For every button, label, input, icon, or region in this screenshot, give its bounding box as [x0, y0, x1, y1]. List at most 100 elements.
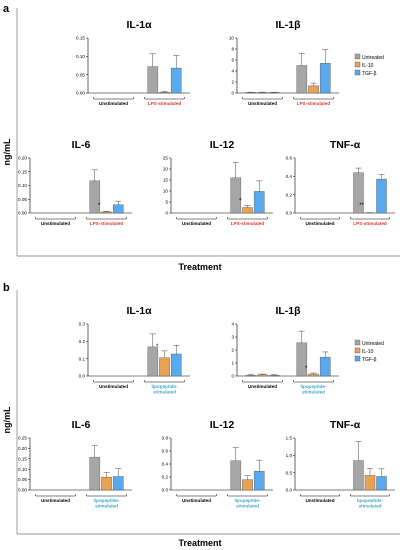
group-bracket: [293, 380, 334, 383]
bar-tgf-: [268, 92, 280, 94]
bar-tgf-: [319, 63, 331, 94]
bar-tgf-: [170, 67, 182, 94]
chart-title: IL-6: [72, 139, 91, 151]
group-bracket: [300, 217, 340, 220]
bar-il-10: [159, 357, 170, 377]
y-tick-label: 0.10: [76, 54, 85, 59]
y-tick-label: 2: [231, 348, 234, 353]
chart-b-9: TNF-α 0.0 0.5 1.0 1.5 Unstimulated lipopeptide…: [286, 419, 395, 509]
y-tick-label: 0.3: [79, 322, 86, 327]
y-tick-label: 0.05: [18, 197, 27, 202]
bar-il-10: [101, 476, 112, 491]
y-tick-label: 10: [163, 189, 169, 194]
group-bracket: [93, 380, 134, 383]
bar-untreated: [296, 65, 308, 94]
group-label: Unstimulated: [41, 498, 70, 503]
y-tick-label: 6: [231, 58, 234, 63]
group-bracket: [144, 380, 185, 383]
significance-mark: *: [98, 203, 101, 209]
bar-tgf-: [376, 476, 387, 491]
y-tick-label: 0.4: [162, 462, 169, 467]
bar-untreated: [89, 456, 101, 491]
y-tick-label: 4: [231, 322, 234, 327]
y-tick-label: 0.15: [18, 456, 27, 461]
group-label: stimulated: [153, 390, 176, 395]
chart-title: IL-1β: [275, 19, 301, 31]
chart-title: IL-12: [210, 139, 235, 151]
bar-tgf-: [319, 356, 331, 377]
chart-title: IL-12: [210, 419, 235, 431]
group-bracket: [176, 217, 217, 220]
group-label: Unstimulated: [182, 221, 211, 226]
y-tick-label: 0.05: [18, 477, 27, 482]
group-label: LPS-stimulated: [148, 101, 182, 106]
panel-letter-a: a: [3, 3, 10, 15]
group-label: lipopeptide-: [151, 384, 177, 389]
legends-layer: Untreated IL-10 TGF-β Untreated IL-10 TGF-β: [354, 53, 384, 363]
group-label: lipopeptide-: [300, 384, 326, 389]
legend-swatch: [354, 69, 361, 76]
legend-label: IL-10: [362, 349, 374, 355]
bar-untreated: [245, 375, 257, 377]
y-tick-label: 0: [231, 91, 234, 96]
y-tick-label: 0.00: [18, 488, 27, 493]
group-label: Unstimulated: [305, 498, 334, 503]
y-tick-label: 0.15: [18, 169, 27, 174]
group-label: Unstimulated: [99, 384, 128, 389]
group-bracket: [242, 97, 283, 100]
group-bracket: [227, 494, 268, 497]
legend-a: Untreated IL-10 TGF-β: [354, 53, 384, 77]
y-tick-label: 0.20: [18, 446, 27, 451]
legend-b: Untreated IL-10 TGF-β: [354, 339, 384, 363]
group-bracket: [176, 494, 217, 497]
bar-untreated: [353, 460, 364, 491]
group-bracket: [350, 217, 390, 220]
group-bracket: [350, 494, 390, 497]
y-tick-label: 10: [229, 36, 235, 41]
bar-il-10: [308, 85, 319, 94]
y-tick-label: 0.0: [79, 374, 86, 379]
y-tick-label: 0.25: [18, 436, 27, 441]
group-bracket: [86, 217, 127, 220]
chart-b-7: IL-6 0.00 0.05 0.10 0.15 0.20 0.25 Unstimulated…: [18, 419, 132, 509]
group-bracket: [144, 97, 185, 100]
y-tick-label: 0: [231, 374, 234, 379]
bar-tgf-: [253, 191, 265, 214]
bar-il-10: [242, 207, 253, 214]
panel-b-y-title: ng/mL: [2, 406, 12, 433]
bar-tgf-: [170, 353, 182, 377]
bar-il-10: [257, 92, 268, 94]
bar-il-10: [364, 475, 376, 491]
panel-letter-b: b: [3, 282, 10, 294]
y-tick-label: 20: [163, 167, 169, 172]
group-bracket: [35, 494, 76, 497]
group-label: lipopeptide-: [234, 498, 260, 503]
y-tick-label: 0.00: [76, 91, 85, 96]
chart-b-6: IL-1β 0 1 2 3 4 * Unstimulated lipopeptide-stimu…: [231, 305, 339, 395]
group-label: Unstimulated: [99, 101, 128, 106]
y-tick-label: 0.8: [162, 436, 169, 441]
y-tick-label: 0.10: [18, 183, 27, 188]
group-label: Unstimulated: [41, 221, 70, 226]
group-label: Unstimulated: [305, 221, 334, 226]
bar-il-10: [242, 479, 253, 491]
group-label: stimulated: [236, 504, 259, 509]
legend-label: Untreated: [362, 55, 384, 61]
chart-title: IL-1α: [126, 19, 152, 31]
group-label: lipopeptide-: [357, 498, 383, 503]
y-tick-label: 0.6: [286, 156, 293, 161]
group-bracket: [227, 217, 268, 220]
y-tick-label: 4: [231, 69, 234, 74]
group-label: stimulated: [95, 504, 118, 509]
y-tick-label: 15: [163, 178, 169, 183]
panel-a-y-title: ng/mL: [2, 138, 12, 165]
y-tick-label: 0.2: [79, 339, 86, 344]
group-label: stimulated: [359, 504, 382, 509]
bar-untreated: [147, 66, 159, 94]
y-tick-label: 1.5: [286, 436, 293, 441]
bar-tgf-: [112, 476, 124, 491]
group-bracket: [300, 494, 340, 497]
panel-b-x-title: Treatment: [178, 538, 221, 548]
y-tick-label: 0.0: [162, 488, 169, 493]
chart-title: IL-6: [72, 419, 91, 431]
